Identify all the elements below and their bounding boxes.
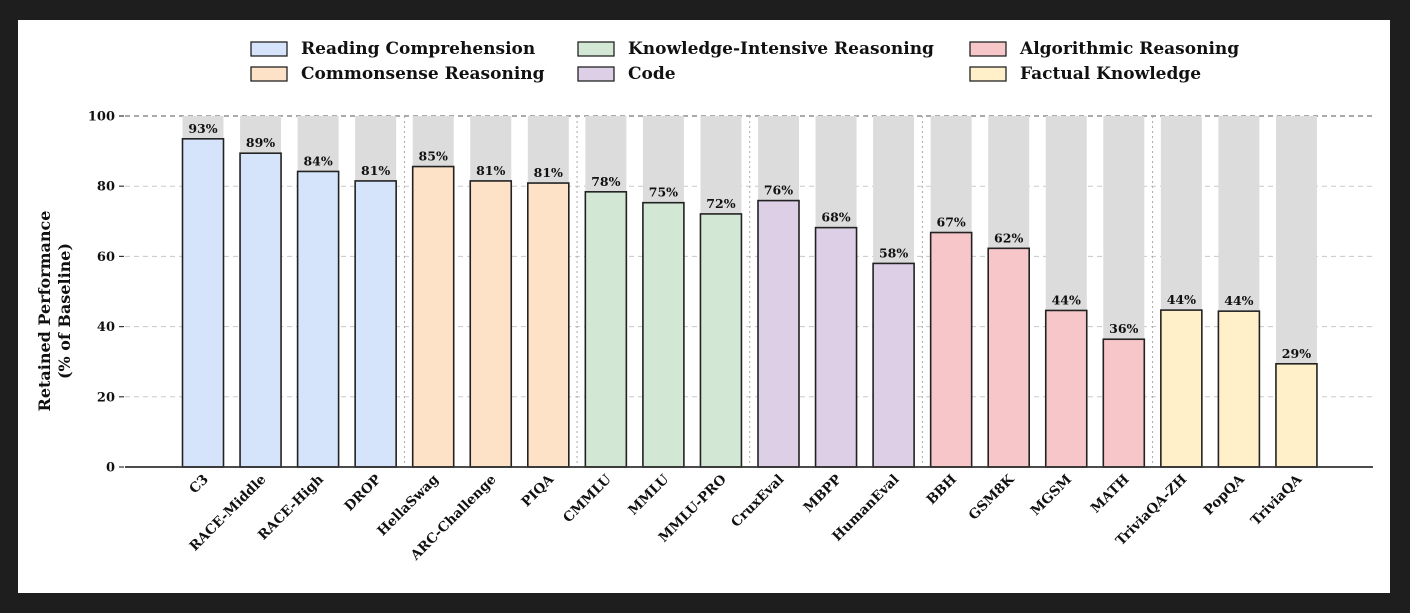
value-label-race-high: 84% (303, 153, 332, 168)
value-label-cmmlu: 78% (591, 174, 620, 189)
legend-swatch (250, 41, 288, 57)
bar-piqa (526, 182, 570, 468)
value-label-math: 36% (1109, 321, 1138, 336)
bar-humaneval (872, 262, 915, 468)
x-tick-label-mmlu: MMLU (625, 471, 672, 518)
value-label-triviaqa: 29% (1282, 346, 1311, 361)
bar-race-middle (239, 152, 282, 468)
bar-triviaqa-zh (1160, 309, 1203, 468)
y-axis-title-line-1: Retained Performance (35, 211, 54, 412)
legend-label: Knowledge-Intensive Reasoning (628, 39, 934, 59)
legend-label: Algorithmic Reasoning (1019, 39, 1239, 59)
value-label-c3: 93% (188, 121, 217, 136)
x-tick-label-piqa: PIQA (518, 471, 557, 510)
value-label-gsm8k: 62% (994, 230, 1023, 245)
value-label-bbh: 67% (937, 215, 966, 230)
x-tick-label-triviaqa: TriviaQA (1248, 471, 1306, 529)
x-tick-label-bbh: BBH (924, 471, 961, 508)
y-tick-label-20: 20 (97, 390, 115, 405)
y-tick-label-60: 60 (97, 250, 115, 265)
chart-frame: Reading Comprehension Commonsense Reasoni… (18, 20, 1390, 593)
legend-item-code: Code (577, 64, 676, 84)
x-tick-label-cmmlu: CMMLU (560, 471, 615, 526)
legend-label: Reading Comprehension (301, 39, 535, 59)
value-label-arc-challenge: 81% (476, 163, 505, 178)
x-tick-label-gsm8k: GSM8K (966, 471, 1019, 524)
x-tick-label-cruxeval: CruxEval (728, 472, 787, 531)
legend-swatch (969, 66, 1007, 82)
legend: Reading Comprehension Commonsense Reasoni… (250, 39, 1239, 84)
bars (181, 138, 1318, 468)
axes: 0 20 40 60 80 100 (88, 110, 1373, 476)
bar-math (1102, 338, 1146, 468)
legend-label: Commonsense Reasoning (301, 64, 545, 84)
legend-swatch (250, 66, 288, 82)
value-label-popqa: 44% (1224, 293, 1253, 308)
x-tick-label-popqa: PopQA (1201, 471, 1248, 518)
y-tick-label-0: 0 (106, 461, 115, 476)
bar-mmlu-pro (699, 213, 743, 468)
legend-item-algorithmic-reasoning: Algorithmic Reasoning (969, 39, 1239, 59)
value-label-drop: 81% (361, 163, 390, 178)
bar-triviaqa (1275, 363, 1318, 468)
x-tick-label-mgsm: MGSM (1028, 471, 1076, 519)
value-label-mbpp: 68% (821, 210, 850, 225)
value-label-cruxeval: 76% (764, 183, 793, 198)
value-label-piqa: 81% (534, 165, 563, 180)
legend-label: Factual Knowledge (1020, 64, 1201, 84)
x-tick-label-mbpp: MBPP (801, 472, 845, 516)
legend-label: Code (628, 64, 676, 84)
legend-swatch (969, 41, 1007, 57)
bar-arc-challenge (469, 180, 513, 468)
bar-cruxeval (757, 199, 800, 468)
legend-item-factual-knowledge: Factual Knowledge (969, 64, 1201, 84)
legend-item-commonsense-reasoning: Commonsense Reasoning (250, 64, 545, 84)
y-axis-title-line-2: (% of Baseline) (55, 243, 74, 379)
y-tick-label-40: 40 (97, 320, 115, 335)
legend-item-reading-comprehension: Reading Comprehension (250, 39, 535, 59)
bar-gsm8k (987, 247, 1031, 468)
bar-race-high (296, 170, 340, 468)
legend-swatch (577, 41, 615, 57)
value-label-race-middle: 89% (246, 135, 275, 150)
value-label-hellaswag: 85% (419, 149, 448, 164)
y-tick-label-80: 80 (97, 180, 115, 195)
legend-swatch (577, 66, 615, 82)
y-tick-label-100: 100 (88, 110, 115, 125)
bar-mgsm (1044, 309, 1088, 468)
x-tick-label-math: MATH (1088, 471, 1133, 516)
x-tick-label-c3: C3 (186, 472, 212, 498)
bar-mmlu (642, 201, 685, 468)
bar-drop (354, 180, 397, 468)
retained-performance-chart: Reading Comprehension Commonsense Reasoni… (35, 39, 1373, 565)
value-label-mmlu: 75% (649, 185, 678, 200)
bar-c3 (181, 138, 225, 468)
bar-mbpp (814, 226, 858, 468)
value-label-triviaqa-zh: 44% (1167, 292, 1196, 307)
group-separators (403, 116, 1154, 467)
bar-bbh (929, 231, 973, 468)
x-tick-label-drop: DROP (341, 472, 384, 515)
bar-cmmlu (584, 191, 628, 468)
value-label-mgsm: 44% (1052, 292, 1081, 307)
value-label-mmlu-pro: 72% (706, 196, 735, 211)
value-labels: 93% 89% 84% 81% 85% 81% 81% 78% 75% 72% 76% 68% 58% 6… (188, 121, 1311, 361)
value-label-humaneval: 58% (879, 245, 908, 260)
legend-item-knowledge-intensive-reasoning: Knowledge-Intensive Reasoning (577, 39, 934, 59)
bar-hellaswag (411, 165, 455, 468)
bar-popqa (1217, 310, 1261, 468)
